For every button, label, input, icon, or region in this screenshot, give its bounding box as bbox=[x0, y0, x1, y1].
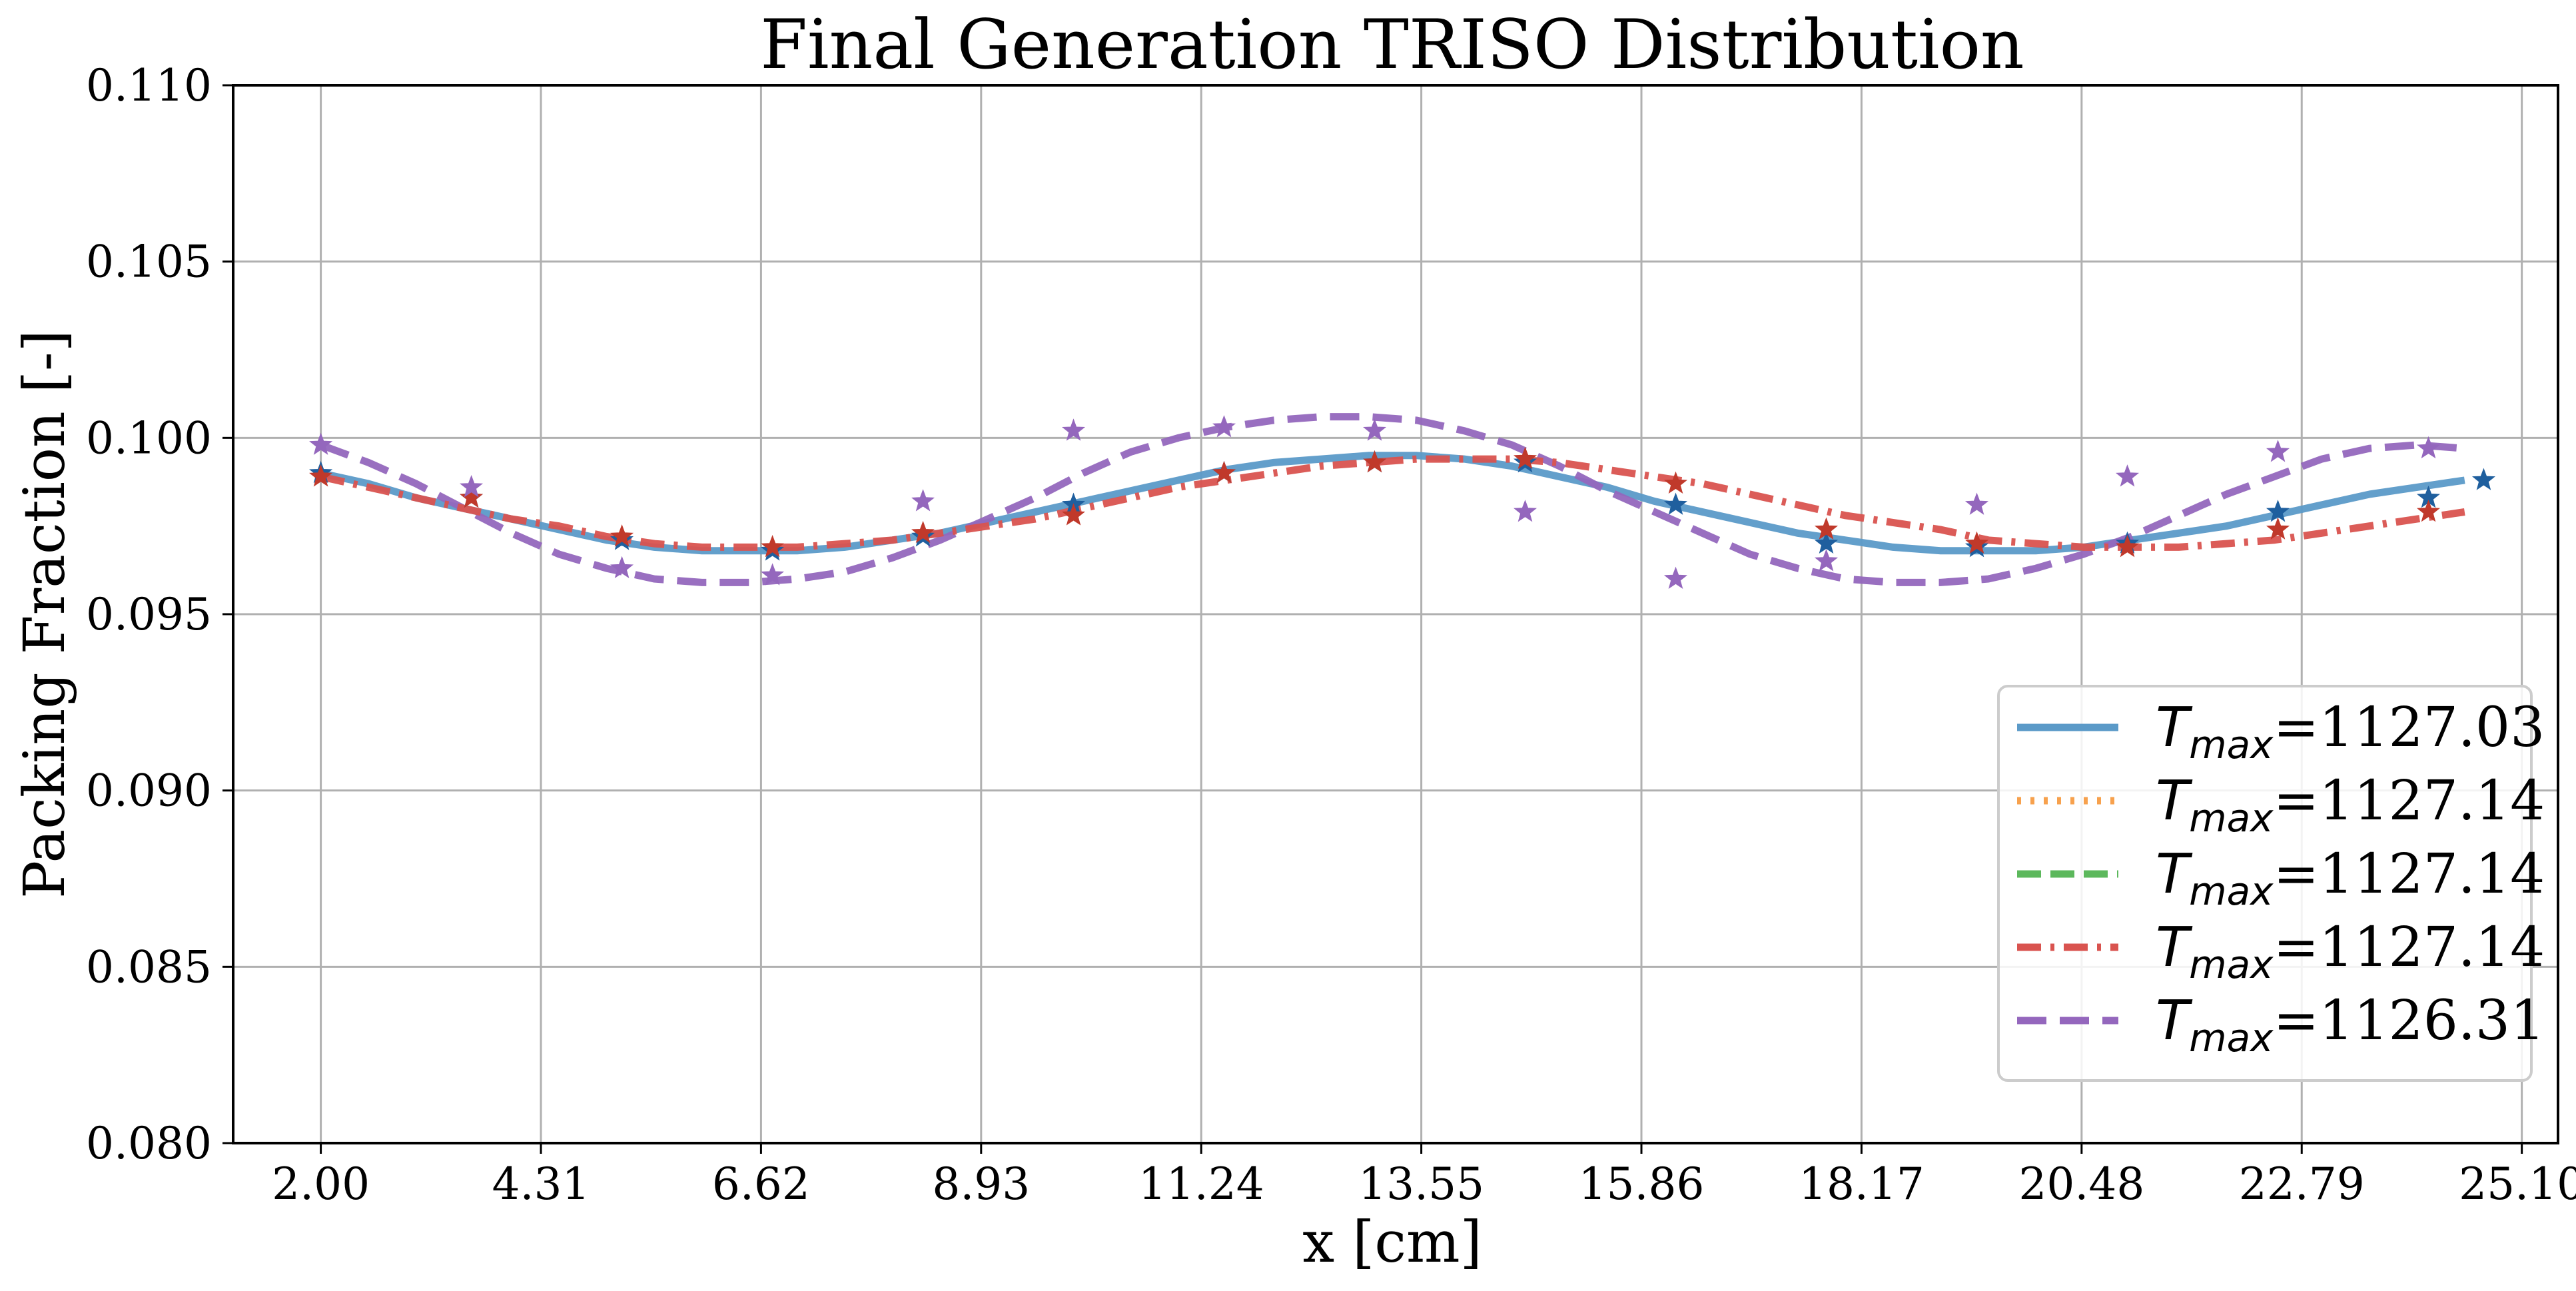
series-marker bbox=[1964, 531, 1989, 554]
x-tick-label: 18.17 bbox=[1799, 1158, 1925, 1210]
series-marker bbox=[911, 489, 935, 512]
series-marker bbox=[2416, 436, 2440, 459]
series-marker bbox=[1363, 418, 1387, 441]
series-marker bbox=[309, 432, 333, 455]
x-tick-label: 20.48 bbox=[2018, 1158, 2144, 1210]
series-marker bbox=[761, 534, 785, 558]
y-tick-label: 0.105 bbox=[86, 236, 212, 288]
series-marker bbox=[1513, 446, 1537, 469]
y-tick-label: 0.080 bbox=[86, 1118, 212, 1169]
y-tick-label: 0.085 bbox=[86, 941, 212, 993]
x-tick-label: 6.62 bbox=[712, 1158, 810, 1210]
y-tick-label: 0.100 bbox=[86, 412, 212, 464]
series-marker bbox=[1814, 517, 1839, 540]
series-marker bbox=[2471, 468, 2495, 490]
x-tick-label: 15.86 bbox=[1579, 1158, 1705, 1210]
series-marker bbox=[2115, 534, 2140, 558]
legend-value: =1126.31 bbox=[2273, 989, 2545, 1053]
series-marker bbox=[1062, 503, 1086, 526]
series-marker bbox=[1212, 460, 1236, 484]
series-marker bbox=[460, 485, 484, 508]
legend: Tmax=1127.03Tmax=1127.14Tmax=1127.14Tmax… bbox=[1997, 685, 2545, 1082]
legend-symbol: T bbox=[2156, 989, 2193, 1053]
x-tick-label: 2.00 bbox=[272, 1158, 370, 1210]
legend-subscript: max bbox=[2189, 869, 2274, 914]
legend-value: =1127.03 bbox=[2273, 696, 2545, 759]
series-marker bbox=[1663, 566, 1688, 589]
legend-symbol: T bbox=[2156, 916, 2193, 979]
y-tick-label: 0.110 bbox=[86, 60, 212, 111]
series-marker bbox=[2416, 500, 2440, 522]
y-tick-label: 0.095 bbox=[86, 589, 212, 640]
x-tick-label: 22.79 bbox=[2239, 1158, 2365, 1210]
x-tick-label: 11.24 bbox=[1138, 1158, 1264, 1210]
series-marker bbox=[761, 563, 785, 586]
series-marker bbox=[1513, 500, 1537, 522]
plot-markers bbox=[309, 415, 2495, 589]
legend-label: Tmax=1127.14 bbox=[2156, 916, 2545, 987]
x-axis-label: x [cm] bbox=[1302, 1210, 1482, 1276]
legend-subscript: max bbox=[2189, 722, 2274, 767]
chart-title: Final Generation TRISO Distribution bbox=[760, 5, 2024, 85]
series-marker bbox=[1062, 418, 1086, 441]
series-marker bbox=[2266, 517, 2290, 540]
legend-value: =1127.14 bbox=[2273, 769, 2545, 833]
legend-box bbox=[1997, 685, 2533, 1082]
legend-subscript: max bbox=[2189, 1015, 2274, 1061]
series-line bbox=[320, 455, 2465, 551]
legend-value: =1127.14 bbox=[2273, 916, 2545, 979]
legend-symbol: T bbox=[2156, 843, 2193, 906]
series-marker bbox=[1964, 492, 1989, 515]
series-line bbox=[320, 452, 2465, 555]
series-marker bbox=[1663, 492, 1688, 515]
legend-subscript: max bbox=[2189, 795, 2274, 841]
series-marker bbox=[2115, 464, 2140, 487]
legend-value: =1127.14 bbox=[2273, 843, 2545, 906]
legend-label: Tmax=1127.14 bbox=[2156, 843, 2545, 914]
series-marker bbox=[610, 556, 634, 579]
x-tick-label: 25.10 bbox=[2459, 1158, 2576, 1210]
series-marker bbox=[1814, 549, 1839, 572]
y-axis-ticks: 0.080 0.085 0.090 0.095 0.100 0.105 0.110 bbox=[86, 60, 233, 1169]
series-marker bbox=[309, 464, 333, 487]
legend-label: Tmax=1126.31 bbox=[2156, 989, 2545, 1061]
legend-symbol: T bbox=[2156, 696, 2193, 759]
legend-label: Tmax=1127.03 bbox=[2156, 696, 2545, 767]
plot-series bbox=[319, 413, 2465, 586]
series-marker bbox=[1814, 531, 1839, 554]
series-marker bbox=[460, 474, 484, 498]
series-marker bbox=[1212, 415, 1236, 438]
series-line bbox=[319, 413, 2465, 586]
series-marker bbox=[1663, 471, 1688, 494]
x-axis-ticks: 2.00 4.31 6.62 8.93 11.24 13.55 15.86 18.17 20.4… bbox=[272, 1143, 2576, 1210]
legend-symbol: T bbox=[2156, 769, 2193, 833]
y-axis-label: Packing Fraction [-] bbox=[12, 330, 78, 899]
series-marker bbox=[911, 520, 935, 544]
series-marker bbox=[2266, 500, 2290, 522]
series-marker bbox=[610, 524, 634, 547]
x-tick-label: 13.55 bbox=[1358, 1158, 1484, 1210]
series-marker bbox=[1363, 450, 1387, 473]
x-tick-label: 4.31 bbox=[492, 1158, 590, 1210]
legend-label: Tmax=1127.14 bbox=[2156, 769, 2545, 841]
series-marker bbox=[2266, 440, 2290, 462]
y-tick-label: 0.090 bbox=[86, 765, 212, 817]
x-tick-label: 8.93 bbox=[932, 1158, 1030, 1210]
legend-subscript: max bbox=[2189, 942, 2274, 987]
